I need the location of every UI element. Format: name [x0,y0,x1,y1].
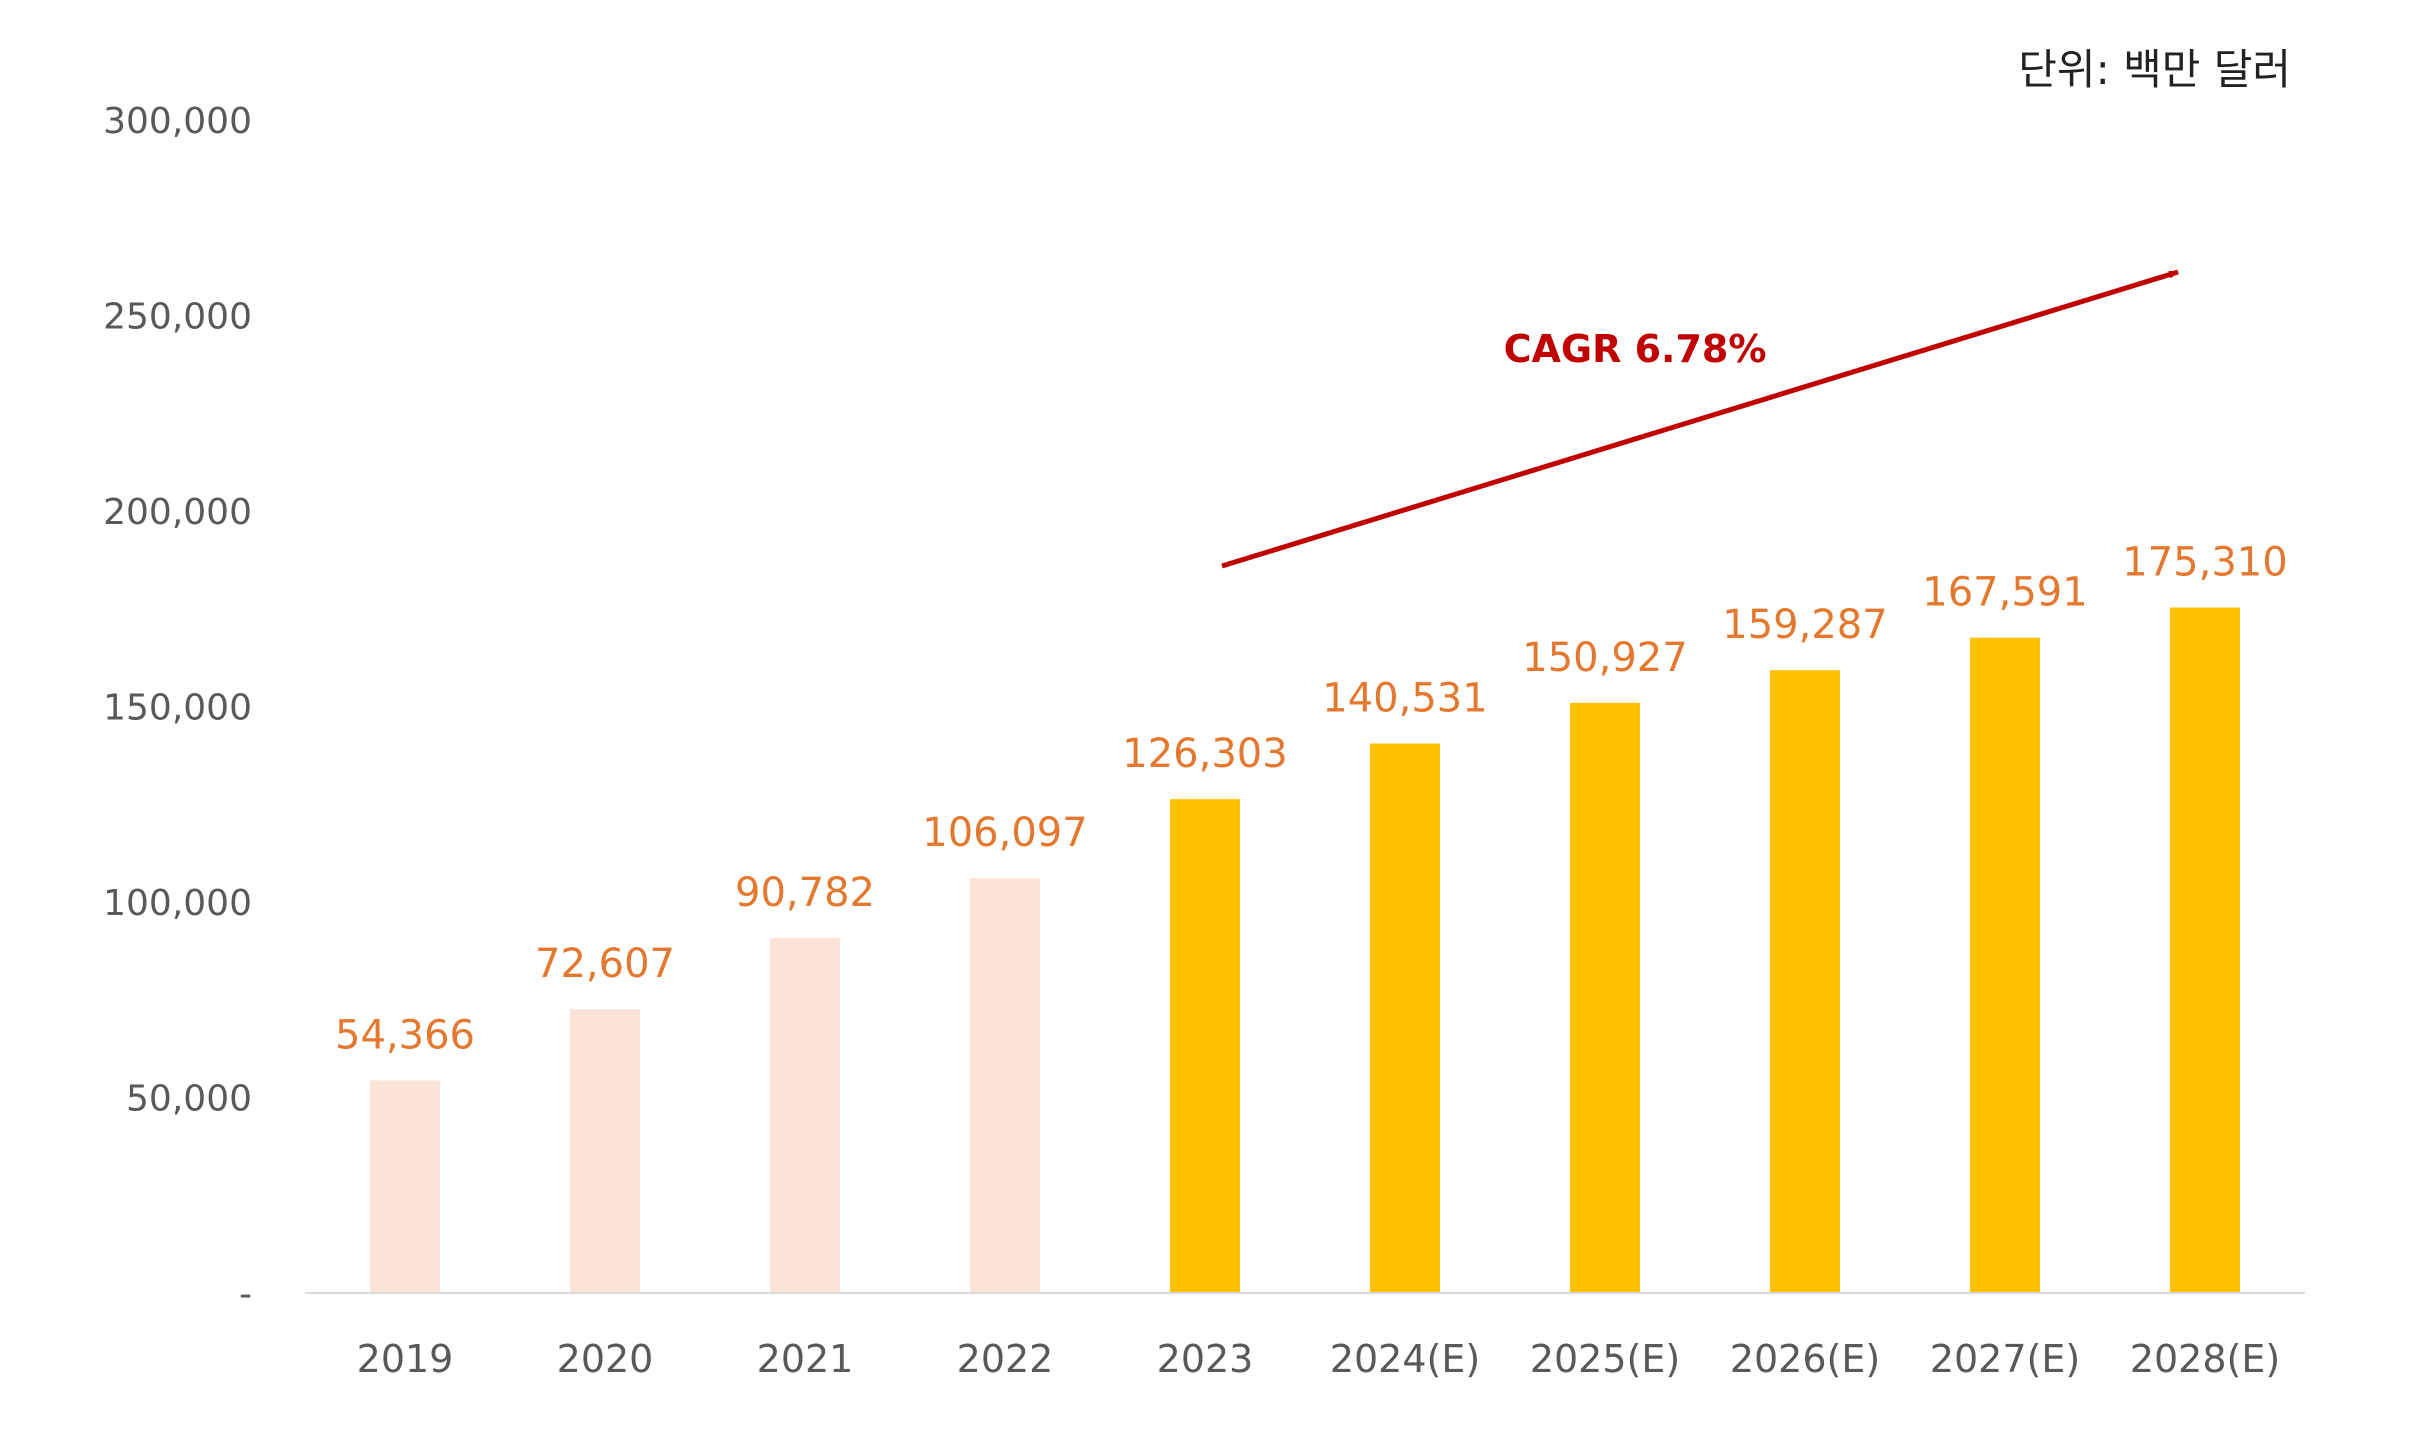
x-tick-label: 2024(E) [1330,1337,1480,1381]
x-tick-label: 2028(E) [2130,1337,2280,1381]
y-tick-label: 300,000 [103,101,252,142]
x-tick-label: 2019 [357,1337,454,1381]
y-tick-label: 100,000 [103,883,252,924]
x-tick-label: 2022 [957,1337,1054,1381]
data-label: 72,607 [535,941,675,987]
y-tick-label: 250,000 [103,297,252,338]
y-tick-label: 200,000 [103,492,252,533]
x-tick-label: 2020 [557,1337,654,1381]
bar [1370,743,1440,1293]
x-tick-label: 2025(E) [1530,1337,1680,1381]
x-tick-label: 2021 [757,1337,854,1381]
bar [1970,637,2040,1293]
data-label: 140,531 [1322,676,1487,722]
y-tick-label: 50,000 [126,1079,252,1120]
data-label: 159,287 [1722,602,1887,648]
bar [770,938,840,1293]
y-axis: - 50,000 100,000 150,000 200,000 250,000 300,0… [103,101,252,1315]
bar [570,1009,640,1293]
data-label: 167,591 [1922,570,2087,616]
y-tick-label: - [239,1274,252,1315]
bar [370,1080,440,1293]
bar [1170,799,1240,1293]
bars: 54,366 72,607 90,782 106,097 126,303 140,531 1… [335,540,2288,1293]
data-label: 54,366 [335,1012,475,1058]
cagr-annotation: CAGR 6.78% [1221,269,2179,569]
data-label: 150,927 [1522,635,1687,681]
bar [1570,702,1640,1293]
bar [970,878,1040,1293]
bar [1770,670,1840,1293]
y-tick-label: 150,000 [103,688,252,729]
bar [2170,607,2240,1293]
cagr-label: CAGR 6.78% [1504,327,1767,371]
data-label: 126,303 [1122,731,1287,777]
x-tick-label: 2023 [1157,1337,1254,1381]
x-axis: 2019 2020 2021 2022 2023 2024(E) 2025(E) 2026(E… [305,1292,2305,1381]
x-tick-label: 2027(E) [1930,1337,2080,1381]
cagr-arrow [1221,269,2179,569]
data-label: 175,310 [2122,540,2287,586]
x-tick-label: 2026(E) [1730,1337,1880,1381]
data-label: 90,782 [735,870,875,916]
unit-label: 단위: 백만 달러 [2018,45,2291,94]
data-label: 106,097 [922,810,1087,856]
